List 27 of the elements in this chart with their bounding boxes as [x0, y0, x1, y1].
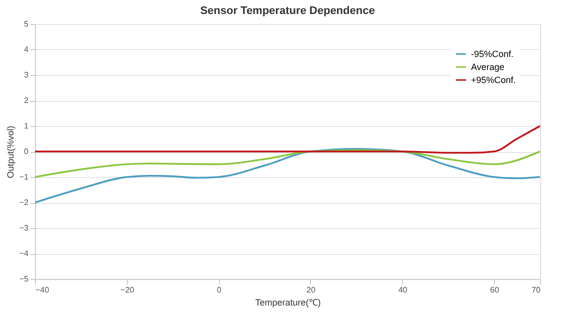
y-axis-title: Output(%vol) — [5, 126, 16, 178]
x-tick-label: 60 — [490, 286, 500, 294]
y-tick-label: −2 — [19, 198, 30, 207]
line-series — [34, 148, 541, 204]
x-tick-label: −20 — [120, 286, 135, 294]
y-tick-label: −1 — [19, 172, 30, 182]
y-tick-label: −5 — [19, 274, 30, 284]
x-tick-label: 40 — [398, 286, 408, 294]
y-tick-label: 2 — [24, 96, 30, 105]
legend-label: +95%Conf. — [471, 75, 516, 85]
y-tick-label: 3 — [24, 70, 30, 80]
legend-label: -95%Conf. — [471, 49, 514, 59]
y-tick-label: −4 — [19, 249, 30, 258]
x-tick-label: 70 — [532, 286, 542, 294]
y-tick-label: −3 — [19, 224, 30, 232]
line-series — [34, 125, 541, 154]
y-tick-label: 4 — [24, 45, 30, 54]
x-tick-label: −40 — [36, 286, 50, 294]
y-tick-label: 0 — [24, 147, 30, 156]
y-tick-label: 5 — [24, 20, 30, 28]
x-tick-label: 0 — [216, 286, 222, 294]
line-series — [34, 149, 541, 178]
x-axis-title: Temperature(℃) — [255, 298, 321, 308]
legend-label: Average — [471, 62, 504, 72]
y-tick-label: 1 — [24, 122, 30, 130]
chart-title: Sensor Temperature Dependence — [200, 5, 375, 17]
x-tick-label: 20 — [306, 286, 316, 294]
